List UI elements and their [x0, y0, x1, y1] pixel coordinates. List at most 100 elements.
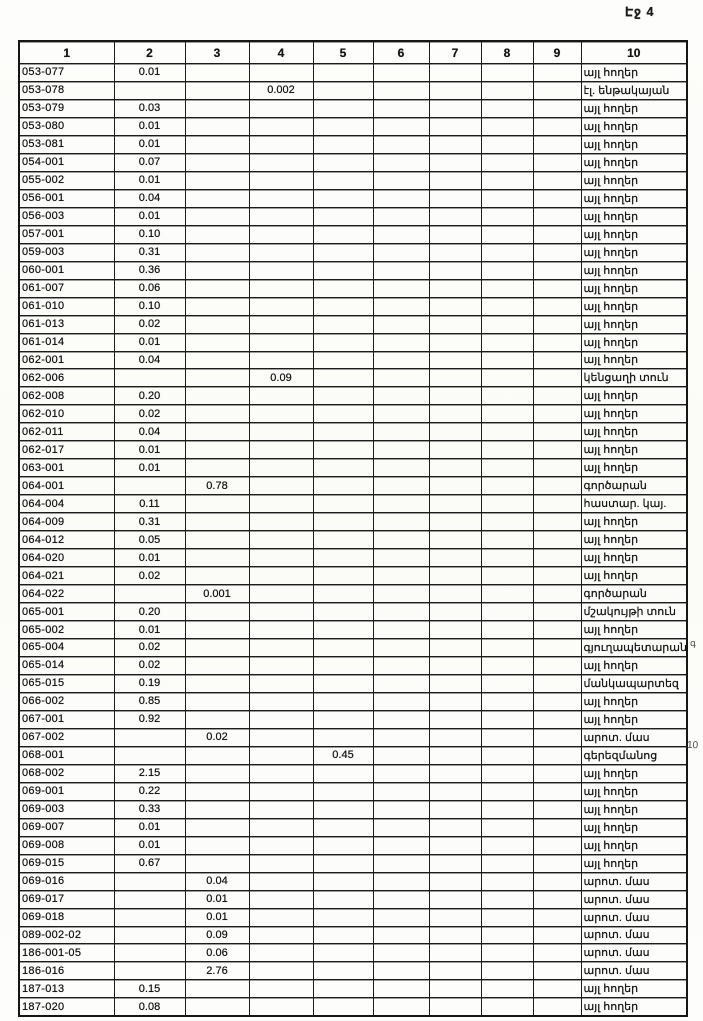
value-cell	[248, 422, 314, 442]
value-cell	[428, 943, 482, 963]
value-cell: 0.45	[312, 745, 374, 765]
value-cell	[312, 584, 374, 604]
value-cell	[428, 691, 482, 711]
value-cell	[184, 709, 250, 729]
value-cell	[372, 494, 430, 514]
land-use-cell: այլ հողեր	[580, 512, 688, 532]
parcel-code-cell: 060-001	[18, 260, 115, 280]
page-number-label: Էջ 4	[625, 5, 655, 19]
land-use-cell: այլ հողեր	[580, 691, 688, 711]
value-cell: 0.92	[113, 709, 186, 729]
parcel-code-cell: 069-016	[18, 871, 115, 891]
value-cell	[248, 620, 314, 639]
table-row: 062-006 0.09 կենցաղի տուն	[18, 368, 688, 388]
land-use-cell: այլ հողեր	[580, 350, 688, 370]
value-cell	[532, 440, 582, 460]
value-cell	[428, 278, 482, 298]
value-cell	[372, 997, 430, 1017]
value-cell	[532, 386, 582, 406]
value-cell	[248, 332, 314, 352]
value-cell	[184, 997, 250, 1017]
land-use-cell: այլ հողեր	[580, 278, 688, 298]
land-use-cell: այլ հողեր	[580, 620, 688, 639]
value-cell	[184, 440, 250, 460]
parcel-code-cell: 062-001	[18, 350, 115, 370]
value-cell	[248, 799, 314, 819]
parcel-code-cell: 062-008	[18, 386, 115, 406]
value-cell	[248, 296, 314, 316]
parcel-code-cell: 061-010	[18, 296, 115, 316]
value-cell	[480, 116, 534, 136]
parcel-code-cell: 065-004	[18, 638, 115, 657]
value-cell	[428, 242, 482, 262]
value-cell	[312, 709, 374, 729]
value-cell	[312, 152, 374, 172]
value-cell	[372, 817, 430, 837]
value-cell	[184, 655, 250, 675]
value-cell	[184, 224, 250, 244]
value-cell	[248, 727, 314, 747]
value-cell	[372, 961, 430, 981]
value-cell	[480, 206, 534, 226]
value-cell: 0.33	[113, 799, 186, 819]
value-cell	[372, 530, 430, 550]
column-header: 1	[18, 40, 115, 64]
table-row: 060-001 0.36 այլ հողեր	[18, 260, 688, 280]
value-cell	[312, 386, 374, 406]
value-cell	[312, 224, 374, 244]
table-row: 062-001 0.04 այլ հողեր	[18, 350, 688, 370]
value-cell	[372, 170, 430, 190]
value-cell	[532, 260, 582, 280]
value-cell	[480, 332, 534, 352]
value-cell	[428, 907, 482, 927]
value-cell	[184, 530, 250, 550]
value-cell	[248, 961, 314, 981]
value-cell	[184, 386, 250, 406]
value-cell	[532, 817, 582, 837]
value-cell: 0.02	[113, 638, 186, 657]
value-cell	[184, 134, 250, 154]
value-cell: 0.01	[113, 548, 186, 568]
table-row: 069-008 0.01 այլ հողեր	[18, 835, 688, 855]
value-cell	[248, 709, 314, 729]
value-cell	[428, 206, 482, 226]
table-row: 186-001-05 0.06 արոտ. մաս	[18, 943, 688, 963]
value-cell	[532, 332, 582, 352]
table-row: 062-017 0.01 այլ հողեր	[18, 440, 688, 460]
parcel-code-cell: 065-015	[18, 673, 115, 693]
parcel-code-cell: 054-001	[18, 152, 115, 172]
value-cell	[248, 655, 314, 675]
value-cell	[248, 404, 314, 424]
column-header: 5	[312, 40, 374, 64]
table-row: 069-017 0.01 արոտ. մաս	[18, 889, 688, 909]
parcel-code-cell: 064-001	[18, 476, 115, 496]
table-header-row: 1 2 3 4 5 6 7 8 9 10	[18, 40, 688, 64]
value-cell	[248, 763, 314, 783]
value-cell	[372, 602, 430, 622]
value-cell	[184, 763, 250, 783]
value-cell	[532, 997, 582, 1017]
value-cell	[532, 727, 582, 747]
parcel-code-cell: 064-022	[18, 584, 115, 604]
value-cell	[312, 170, 374, 190]
value-cell	[184, 745, 250, 765]
value-cell	[532, 242, 582, 262]
value-cell	[372, 673, 430, 693]
parcel-code-cell: 069-001	[18, 781, 115, 801]
value-cell: 0.01	[113, 458, 186, 478]
table-row: 053-081 0.01 այլ հողեր	[18, 134, 688, 154]
value-cell	[480, 458, 534, 478]
value-cell	[372, 386, 430, 406]
value-cell	[372, 853, 430, 873]
value-cell	[428, 655, 482, 675]
value-cell	[532, 745, 582, 765]
land-use-cell: այլ հողեր	[580, 134, 688, 154]
table-row: 067-002 0.02 արոտ. մաս	[18, 727, 688, 747]
value-cell	[480, 853, 534, 873]
value-cell	[248, 152, 314, 172]
value-cell: 0.04	[113, 422, 186, 442]
value-cell	[113, 745, 186, 765]
value-cell	[532, 404, 582, 424]
value-cell	[248, 853, 314, 873]
land-use-cell: այլ հողեր	[580, 206, 688, 226]
